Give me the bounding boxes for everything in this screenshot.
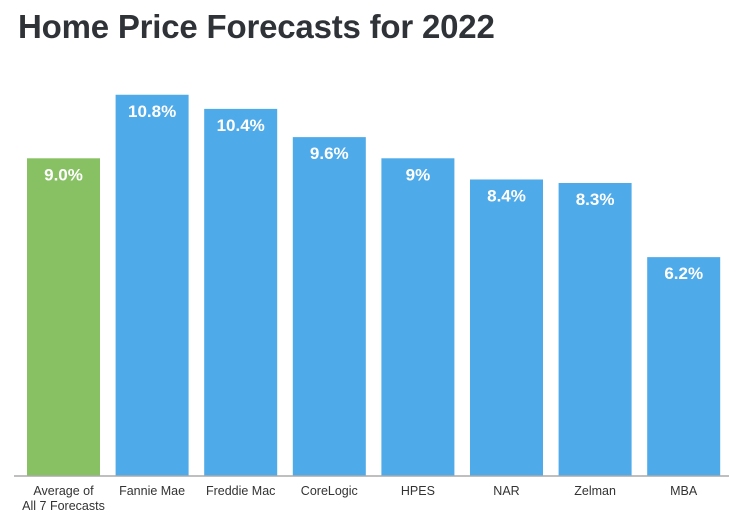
bar [115,94,189,476]
category-label: NAR [493,484,519,498]
category-label: Zelman [574,484,616,498]
data-label: 8.3% [576,190,615,209]
bar [470,179,543,477]
data-label: 10.8% [128,102,176,121]
category-label: HPES [401,484,435,498]
category-label: Average of [33,484,94,498]
category-label: CoreLogic [301,484,358,498]
bar [27,158,100,477]
bar [647,257,721,476]
category-label: All 7 Forecasts [22,499,105,513]
data-label: 9.0% [44,165,83,184]
data-label: 8.4% [487,186,526,205]
category-label: Fannie Mae [119,484,185,498]
bar [292,137,366,476]
category-label: Freddie Mac [206,484,275,498]
data-label: 9.6% [310,144,349,163]
data-label: 9% [406,165,431,184]
bar [558,183,632,476]
bar [381,158,455,477]
category-label: MBA [670,484,698,498]
data-label: 10.4% [217,116,265,135]
data-label: 6.2% [664,264,703,283]
bar [204,108,278,476]
chart-title: Home Price Forecasts for 2022 [18,8,495,45]
